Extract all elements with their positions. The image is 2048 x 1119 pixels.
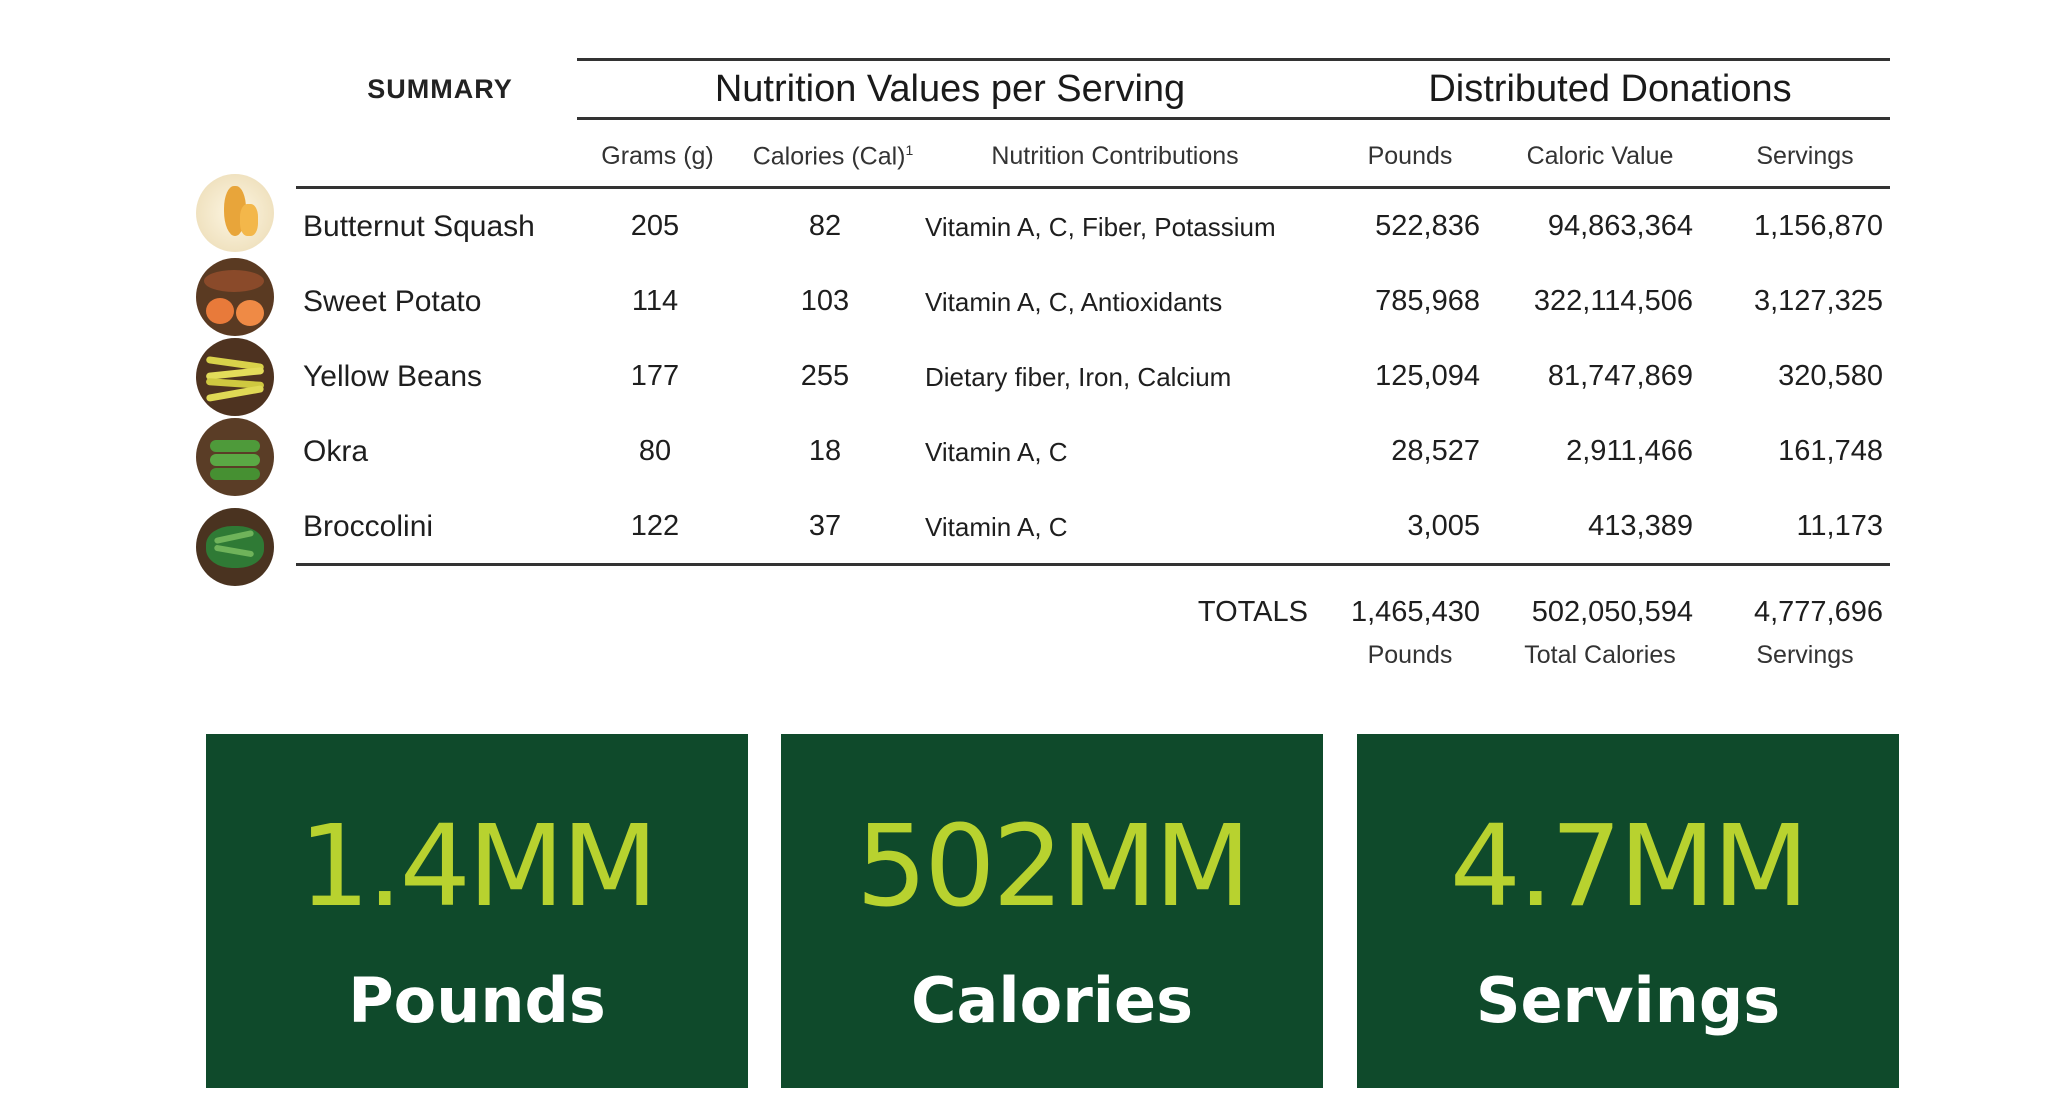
table-bottom-rule bbox=[296, 563, 1890, 566]
yellow-beans-icon bbox=[196, 338, 274, 416]
row-caloric-value: 322,114,506 bbox=[1533, 285, 1693, 317]
totals-label: TOTALS bbox=[1197, 596, 1308, 628]
donations-group-header: Distributed Donations bbox=[1428, 68, 1792, 110]
row-servings: 11,173 bbox=[1796, 510, 1883, 542]
col-header-grams: Grams (g) bbox=[601, 142, 714, 170]
summary-label: SUMMARY bbox=[367, 74, 513, 104]
nutrition-group-header: Nutrition Values per Serving bbox=[714, 68, 1186, 110]
row-servings: 161,748 bbox=[1778, 435, 1883, 467]
totals-calories-unit: Total Calories bbox=[1524, 641, 1676, 669]
row-caloric-value: 94,863,364 bbox=[1547, 210, 1693, 242]
row-name: Butternut Squash bbox=[303, 210, 535, 243]
row-contributions: Vitamin A, C, Fiber, Potassium bbox=[925, 212, 1276, 242]
row-name: Sweet Potato bbox=[303, 285, 482, 318]
stat-label: Pounds bbox=[348, 964, 606, 1037]
row-name: Yellow Beans bbox=[303, 360, 483, 393]
totals-servings: 4,777,696 bbox=[1753, 596, 1883, 628]
row-contributions: Vitamin A, C, Antioxidants bbox=[925, 287, 1223, 317]
row-contributions: Vitamin A, C bbox=[925, 437, 1068, 467]
totals-pounds-unit: Pounds bbox=[1367, 641, 1453, 669]
row-pounds: 3,005 bbox=[1407, 510, 1480, 542]
stat-card-pounds: 1.4MM Pounds bbox=[206, 734, 748, 1088]
stat-card-calories: 502MM Calories bbox=[781, 734, 1323, 1088]
group-rule bbox=[577, 117, 1890, 120]
col-header-servings: Servings bbox=[1756, 142, 1854, 170]
stat-value: 502MM bbox=[855, 802, 1251, 932]
col-header-contributions: Nutrition Contributions bbox=[991, 142, 1239, 170]
sweet-potato-icon bbox=[196, 258, 274, 336]
col-header-calories-text: Calories (Cal) bbox=[752, 142, 906, 171]
butternut-squash-icon bbox=[196, 174, 274, 252]
row-name: Broccolini bbox=[303, 510, 434, 543]
row-grams: 205 bbox=[630, 210, 680, 242]
okra-icon bbox=[196, 418, 274, 496]
row-calories: 103 bbox=[800, 285, 850, 317]
row-grams: 177 bbox=[630, 360, 680, 392]
row-pounds: 522,836 bbox=[1375, 210, 1480, 242]
row-grams: 114 bbox=[631, 285, 679, 317]
col-header-calories: Calories (Cal)1 bbox=[738, 142, 928, 171]
stat-value: 4.7MM bbox=[1449, 802, 1809, 932]
footnote-marker: 1 bbox=[905, 142, 914, 158]
row-pounds: 28,527 bbox=[1391, 435, 1480, 467]
row-calories: 37 bbox=[808, 510, 842, 542]
row-caloric-value: 2,911,466 bbox=[1566, 435, 1693, 467]
row-calories: 255 bbox=[800, 360, 850, 392]
totals-calories: 502,050,594 bbox=[1531, 596, 1693, 628]
row-name: Okra bbox=[303, 435, 369, 468]
stat-label: Calories bbox=[911, 964, 1193, 1037]
broccolini-icon bbox=[196, 508, 274, 586]
stat-card-servings: 4.7MM Servings bbox=[1357, 734, 1899, 1088]
col-header-caloric-value: Caloric Value bbox=[1526, 142, 1674, 170]
row-caloric-value: 413,389 bbox=[1588, 510, 1693, 542]
row-servings: 1,156,870 bbox=[1753, 210, 1883, 242]
row-grams: 80 bbox=[638, 435, 672, 467]
row-contributions: Vitamin A, C bbox=[925, 512, 1068, 542]
totals-servings-unit: Servings bbox=[1756, 641, 1854, 669]
stat-label: Servings bbox=[1475, 964, 1781, 1037]
stat-value: 1.4MM bbox=[298, 802, 658, 932]
row-contributions: Dietary fiber, Iron, Calcium bbox=[925, 362, 1232, 392]
totals-pounds: 1,465,430 bbox=[1350, 596, 1480, 628]
top-rule bbox=[577, 58, 1890, 61]
row-calories: 82 bbox=[808, 210, 842, 242]
row-servings: 3,127,325 bbox=[1753, 285, 1883, 317]
col-header-pounds: Pounds bbox=[1367, 142, 1453, 170]
row-pounds: 125,094 bbox=[1375, 360, 1480, 392]
row-caloric-value: 81,747,869 bbox=[1547, 360, 1693, 392]
header-rule bbox=[296, 186, 1890, 189]
row-grams: 122 bbox=[630, 510, 680, 542]
row-servings: 320,580 bbox=[1778, 360, 1883, 392]
row-calories: 18 bbox=[808, 435, 842, 467]
row-pounds: 785,968 bbox=[1375, 285, 1480, 317]
